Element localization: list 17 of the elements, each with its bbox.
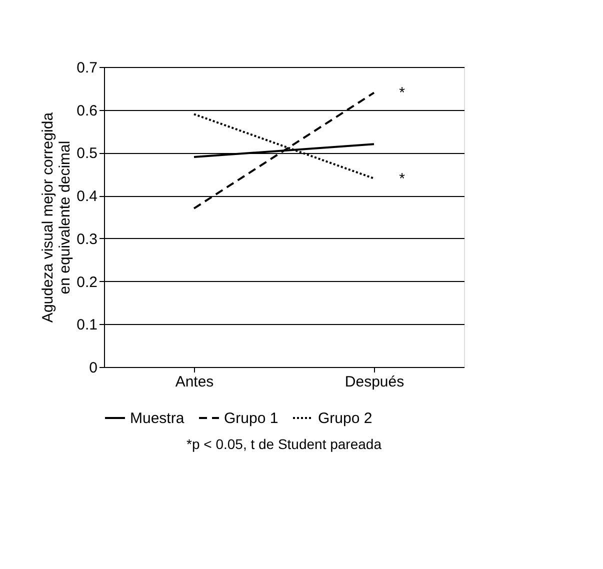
y-axis-title: Agudeza visual mejor corregida en equivalente decimal bbox=[40, 112, 74, 323]
text: *p < 0.05, t de Student pareada bbox=[186, 436, 382, 452]
legend-label: Muestra bbox=[130, 410, 185, 427]
legend-label: Grupo 2 bbox=[318, 410, 372, 427]
y-tick-label: 0 bbox=[89, 360, 98, 376]
x-tick-label: Después bbox=[344, 374, 404, 390]
annotation: * bbox=[399, 84, 406, 102]
y-tick-label: 0.7 bbox=[76, 60, 98, 76]
y-tick-label: 0.6 bbox=[76, 102, 98, 120]
y-tick-label: 0.2 bbox=[76, 274, 98, 291]
y-tick-label: 0.3 bbox=[76, 230, 98, 248]
x-tick-label: Antes bbox=[175, 374, 214, 390]
y-tick-label: 0.5 bbox=[76, 145, 98, 162]
y-tick-label: 0.1 bbox=[76, 316, 98, 334]
annotation: * bbox=[399, 170, 406, 188]
y-tick-label: 0.4 bbox=[76, 188, 98, 206]
legend-label: Grupo 1 bbox=[224, 410, 278, 427]
